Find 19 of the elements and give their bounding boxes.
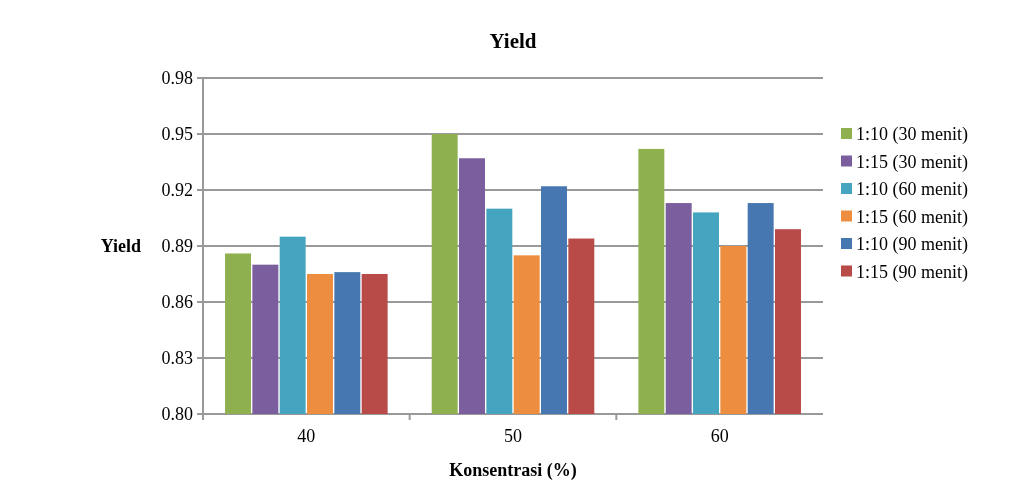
y-tick-label: 0.98 xyxy=(161,68,193,89)
y-tick-label: 0.86 xyxy=(161,292,193,313)
legend-label: 1:15 (30 menit) xyxy=(856,151,968,173)
legend-label: 1:15 (60 menit) xyxy=(856,206,968,228)
x-tick-label: 40 xyxy=(297,426,316,446)
legend-label: 1:10 (90 menit) xyxy=(856,234,968,256)
y-tick-label: 0.80 xyxy=(161,404,193,425)
y-tick-label: 0.95 xyxy=(161,124,193,145)
y-axis-title: Yield xyxy=(100,236,141,257)
x-axis-title: Konsentrasi (%) xyxy=(449,460,577,481)
legend-label: 1:15 (90 menit) xyxy=(856,261,968,283)
x-tick-label: 60 xyxy=(710,426,729,446)
y-tick-label: 0.89 xyxy=(161,236,193,257)
y-tick-label: 0.83 xyxy=(161,348,193,369)
chart-title: Yield xyxy=(489,29,537,53)
legend-label: 1:10 (60 menit) xyxy=(856,179,968,201)
x-tick-label: 50 xyxy=(504,426,522,446)
y-tick-label: 0.92 xyxy=(161,180,193,201)
legend-label: 1:10 (30 menit) xyxy=(856,124,968,146)
